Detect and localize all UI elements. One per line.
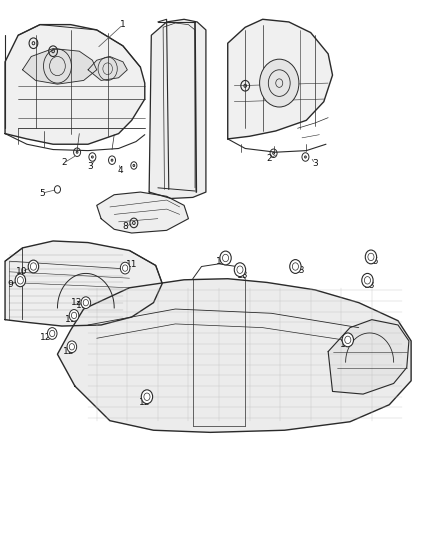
Text: 3: 3 bbox=[312, 159, 318, 168]
Text: 15: 15 bbox=[368, 257, 380, 265]
Text: 2: 2 bbox=[61, 158, 67, 167]
Text: 12: 12 bbox=[63, 346, 74, 356]
Text: 11: 11 bbox=[76, 301, 87, 310]
Circle shape bbox=[234, 263, 246, 277]
Circle shape bbox=[260, 59, 299, 107]
Circle shape bbox=[220, 251, 231, 265]
Text: 2: 2 bbox=[266, 154, 272, 163]
Text: 9: 9 bbox=[8, 280, 14, 289]
Text: 13: 13 bbox=[364, 281, 375, 290]
Polygon shape bbox=[97, 192, 188, 233]
Text: 4: 4 bbox=[118, 166, 124, 175]
Circle shape bbox=[365, 250, 377, 264]
Polygon shape bbox=[22, 49, 97, 84]
Text: 13: 13 bbox=[294, 266, 306, 274]
Text: 12: 12 bbox=[40, 333, 51, 342]
Circle shape bbox=[47, 328, 57, 340]
Polygon shape bbox=[57, 279, 411, 432]
Text: 1: 1 bbox=[120, 20, 126, 29]
Polygon shape bbox=[5, 25, 145, 144]
Circle shape bbox=[120, 262, 130, 274]
Text: 12: 12 bbox=[71, 298, 83, 307]
Polygon shape bbox=[328, 320, 409, 394]
Text: 11: 11 bbox=[126, 261, 138, 269]
Circle shape bbox=[290, 260, 301, 273]
Circle shape bbox=[67, 341, 77, 353]
Polygon shape bbox=[88, 56, 127, 80]
Circle shape bbox=[28, 260, 39, 273]
Circle shape bbox=[342, 333, 353, 347]
Text: 8: 8 bbox=[122, 222, 128, 231]
Text: 3: 3 bbox=[87, 162, 93, 171]
Text: 10: 10 bbox=[16, 268, 28, 276]
Text: 11: 11 bbox=[65, 315, 76, 324]
Circle shape bbox=[362, 273, 373, 287]
Text: 6: 6 bbox=[271, 68, 276, 77]
Polygon shape bbox=[149, 19, 206, 198]
Text: 14: 14 bbox=[340, 340, 351, 349]
Circle shape bbox=[69, 310, 79, 321]
Polygon shape bbox=[228, 19, 332, 139]
Circle shape bbox=[141, 390, 152, 403]
Circle shape bbox=[81, 297, 91, 309]
Text: 12: 12 bbox=[139, 398, 151, 407]
Text: 14: 14 bbox=[215, 257, 227, 265]
Circle shape bbox=[15, 274, 25, 287]
Polygon shape bbox=[5, 241, 162, 326]
Text: 13: 13 bbox=[237, 271, 249, 279]
Text: 5: 5 bbox=[39, 189, 45, 198]
